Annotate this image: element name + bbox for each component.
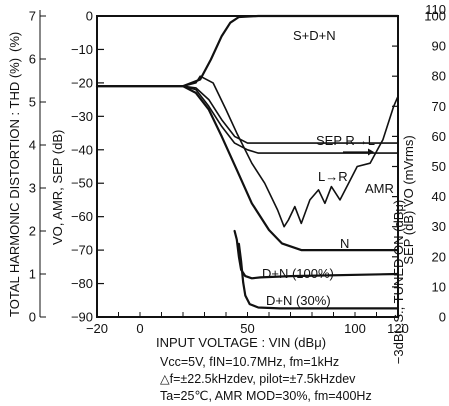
sep-rl-arrow-head — [368, 148, 374, 156]
right-tick-label: 10 — [432, 279, 446, 294]
right-inner-axis-title: SEP (dB) VO (mVrms) — [401, 135, 416, 264]
thd-tick-label: 2 — [29, 224, 36, 239]
series-line-4 — [96, 85, 399, 154]
thd-tick-label: 1 — [29, 267, 36, 282]
x-tick-label: 0 — [136, 321, 143, 336]
right-tick-label: 70 — [432, 99, 446, 114]
left-outer-axis: 0 1 2 3 4 5 6 7 — [29, 9, 46, 325]
thd-tick-label: 5 — [29, 95, 36, 110]
db-tick-label: −60 — [71, 209, 93, 224]
label-sep-lr: L→R — [318, 169, 348, 184]
label-amr: AMR — [365, 181, 394, 196]
series-line-6 — [237, 242, 400, 310]
right-tick-label: 40 — [432, 189, 446, 204]
x-tick-label: −20 — [86, 321, 108, 336]
db-tick-label: −50 — [71, 176, 93, 191]
label-dn30: D+N (30%) — [266, 293, 331, 308]
thd-tick-label: 0 — [29, 310, 36, 325]
thd-tick-label: 7 — [29, 9, 36, 24]
right-tick-label: 90 — [432, 39, 446, 54]
right-tick-label: 20 — [432, 249, 446, 264]
right-tick-label: 30 — [432, 219, 446, 234]
x-tick-label: 50 — [240, 321, 254, 336]
label-sdn: S+D+N — [293, 28, 336, 43]
label-sep-rl: SEP R→L — [316, 133, 375, 148]
right-tick-label: 100 — [424, 9, 446, 24]
right-outer-axis: 110 — [425, 2, 446, 17]
x-tick-label: 120 — [387, 321, 409, 336]
left-inner-axis: 0 −10 −20 −30 −40 −50 −60 −70 −80 −90 — [71, 9, 104, 325]
thd-tick-label: 3 — [29, 181, 36, 196]
db-tick-label: 0 — [86, 9, 93, 24]
db-tick-label: −10 — [71, 42, 93, 57]
label-dn100: D+N (100%) — [262, 266, 334, 281]
thd-tick-label: 6 — [29, 52, 36, 67]
label-n: N — [340, 236, 349, 251]
left-outer-axis-title: TOTAL HARMONIC DISTORTION : THD (%) — [7, 58, 22, 317]
series-line-1 — [95, 85, 400, 252]
condition-line-2: △f=±22.5kHzdev, pilot=±7.5kHzdev — [160, 372, 356, 386]
db-tick-label: −70 — [71, 243, 93, 258]
db-tick-label: −30 — [71, 109, 93, 124]
thd-tick-label: 4 — [29, 138, 36, 153]
left-inner-axis-title: VO, AMR, SEP (dB) — [50, 130, 65, 245]
x-axis: −20 0 50 100 120 — [86, 312, 409, 336]
right-tick-label: 80 — [432, 69, 446, 84]
plot-frame — [96, 15, 399, 318]
right-outer-axis-title: −3dBL.S., TUNED ON (dBμ) — [391, 200, 406, 364]
db-tick-label: −20 — [71, 75, 93, 90]
db-tick-label: −40 — [71, 142, 93, 157]
right-outer-top-label: 110 — [425, 2, 446, 17]
db-tick-label: −90 — [71, 310, 93, 325]
condition-line-3: Ta=25℃, AMR MOD=30%, fm=400Hz — [160, 389, 372, 403]
db-tick-label: −80 — [71, 276, 93, 291]
series-line-5 — [233, 229, 400, 280]
right-tick-label: 50 — [432, 159, 446, 174]
series-line-0 — [95, 14, 400, 88]
series-group — [95, 14, 400, 310]
x-tick-label: 100 — [344, 321, 366, 336]
x-axis-title: INPUT VOLTAGE : VIN (dBμ) — [156, 335, 326, 350]
pct-unit-label: (%) — [7, 32, 22, 52]
right-tick-label: 60 — [432, 129, 446, 144]
condition-line-1: Vcc=5V, fIN=10.7MHz, fm=1kHz — [160, 355, 339, 369]
series-line-2 — [96, 75, 399, 228]
right-tick-label: 0 — [439, 310, 446, 325]
